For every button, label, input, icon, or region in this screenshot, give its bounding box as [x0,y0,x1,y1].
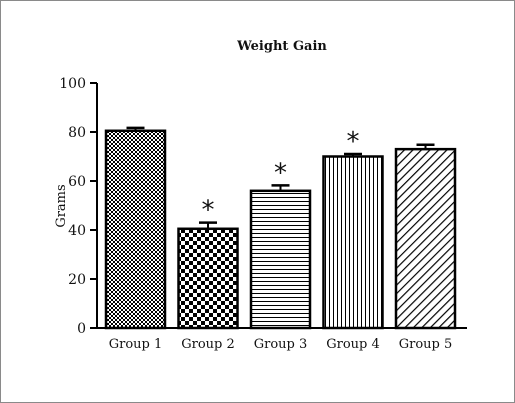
significance-marker-3: * [274,158,287,188]
bar-5 [394,147,457,330]
x-tick-label-2: Group 2 [181,337,235,352]
x-axis-labels: Group 1 Group 2 Group 3 Group 4 Group 5 [109,337,453,352]
chart-title: Weight Gain [236,39,327,54]
x-tick-label-5: Group 5 [399,337,453,352]
x-tick-label-4: Group 4 [326,337,380,352]
y-axis-ticks: 0 20 40 60 80 100 [59,76,97,337]
bar-2 [177,227,239,330]
y-tick-label-40: 40 [68,223,86,239]
bar-3 [249,189,312,330]
x-tick-label-1: Group 1 [109,337,163,352]
bar-1 [104,129,167,330]
y-tick-label-80: 80 [68,125,86,141]
y-tick-label-60: 60 [68,174,86,190]
significance-marker-2: * [202,196,215,226]
y-tick-label-20: 20 [68,272,86,288]
y-tick-label-100: 100 [59,76,86,92]
x-tick-label-3: Group 3 [254,337,308,352]
y-tick-label-0: 0 [77,321,86,337]
error-bars-group [126,126,435,229]
significance-marker-4: * [347,127,360,157]
bar-4 [322,155,384,330]
y-axis-label: Grams [54,184,69,227]
annotations-group: * * * [202,127,360,226]
